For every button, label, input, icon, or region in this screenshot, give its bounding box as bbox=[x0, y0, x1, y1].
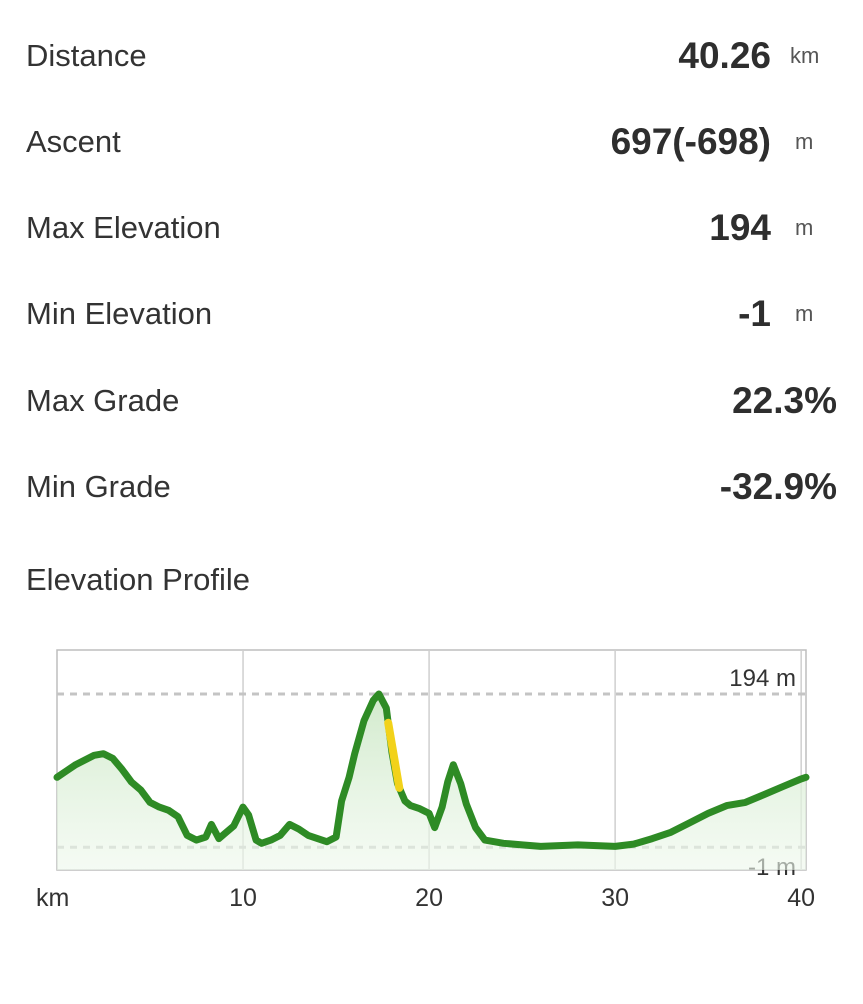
stat-row-ascent: Ascent 697(-698) m bbox=[0, 112, 863, 172]
elevation-highlight-segment[interactable] bbox=[384, 718, 404, 792]
stat-label: Distance bbox=[26, 38, 147, 73]
max-elevation-label: 194 m bbox=[729, 665, 796, 692]
stat-value: -32.9% bbox=[719, 466, 837, 507]
x-tick-label-20: 20 bbox=[415, 884, 443, 912]
stat-label: Max Grade bbox=[26, 383, 180, 418]
stat-unit: m bbox=[795, 215, 814, 240]
stat-row-max-grade: Max Grade 22.3% bbox=[0, 371, 863, 431]
x-tick-label-40: 40 bbox=[787, 884, 815, 912]
stat-label: Min Elevation bbox=[26, 296, 213, 331]
stat-value: 40.26 bbox=[678, 35, 771, 76]
elevation-area bbox=[57, 694, 806, 870]
stat-unit: km bbox=[790, 43, 820, 68]
stat-value: 194 bbox=[709, 207, 771, 248]
stat-unit: m bbox=[795, 129, 814, 154]
stat-label: Ascent bbox=[26, 124, 121, 159]
stat-value: -1 bbox=[738, 293, 771, 334]
stat-value: 22.3% bbox=[732, 380, 837, 421]
stat-label: Min Grade bbox=[26, 469, 171, 504]
x-tick-label-10: 10 bbox=[229, 884, 257, 912]
x-axis-ticks: km 10 20 30 40 bbox=[36, 884, 815, 912]
x-tick-label-30: 30 bbox=[601, 884, 629, 912]
stat-row-min-elevation: Min Elevation -1 m bbox=[0, 284, 863, 344]
elevation-line bbox=[53, 690, 810, 850]
stat-unit: m bbox=[795, 301, 814, 326]
stat-row-distance: Distance 40.26 km bbox=[0, 26, 863, 86]
stat-value: 697(-698) bbox=[610, 121, 771, 162]
stat-label: Max Elevation bbox=[26, 210, 221, 245]
stat-row-min-grade: Min Grade -32.9% bbox=[0, 457, 863, 517]
x-axis-unit-label: km bbox=[36, 884, 69, 912]
elevation-profile-title: Elevation Profile bbox=[26, 562, 251, 597]
stat-row-max-elevation: Max Elevation 194 m bbox=[0, 198, 863, 258]
